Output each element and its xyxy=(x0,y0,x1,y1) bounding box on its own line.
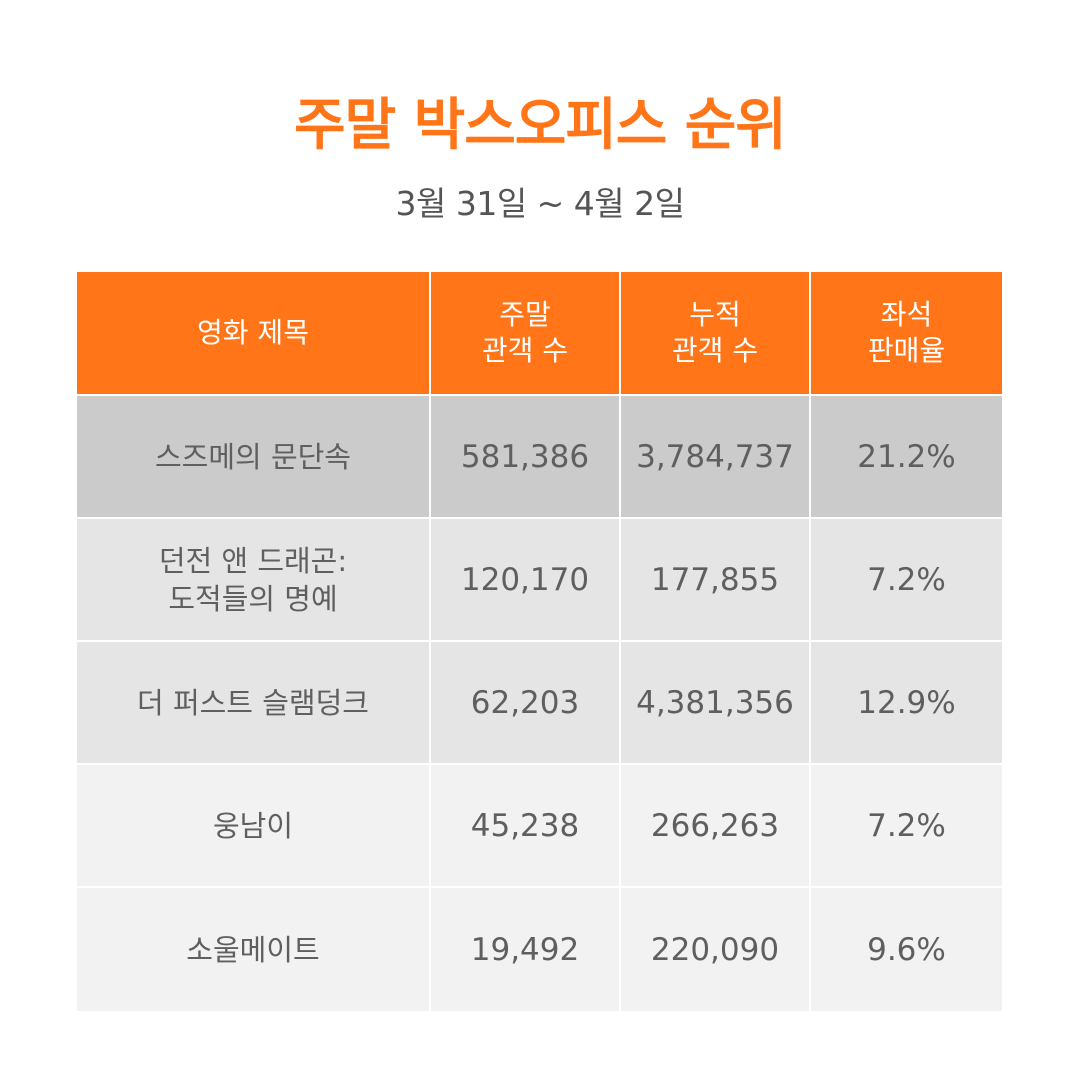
seat-sales-rate: 21.2% xyxy=(811,396,1002,519)
date-range: 3월 31일 ~ 4월 2일 xyxy=(395,184,685,223)
cumulative-audience: 3,784,737 xyxy=(621,396,811,519)
column-header-seat-sales-rate: 좌석 판매율 xyxy=(811,272,1002,396)
seat-sales-rate: 7.2% xyxy=(811,765,1002,888)
seat-sales-rate: 9.6% xyxy=(867,931,946,968)
table-row: 던전 앤 드래곤: 도적들의 명예 120,170 177,855 7.2% xyxy=(77,519,1002,642)
column-header-title: 영화 제목 xyxy=(77,272,431,396)
weekend-audience: 62,203 xyxy=(431,642,621,765)
column-header-cumulative-audience: 누적 관객 수 xyxy=(621,272,811,396)
weekend-audience: 45,238 xyxy=(431,765,621,888)
movie-title: 웅남이 xyxy=(77,765,431,888)
cumulative-audience: 177,855 xyxy=(621,519,811,642)
movie-title: 던전 앤 드래곤: 도적들의 명예 xyxy=(77,519,431,642)
column-header-weekend-audience: 주말 관객 수 xyxy=(431,272,621,396)
cumulative-audience: 220,090 xyxy=(621,888,811,1011)
table-row: 소울메이트 19,492 220,090 9.6% xyxy=(77,888,1002,1011)
cumulative-audience: 4,381,356 xyxy=(621,642,811,765)
seat-sales-rate: 12.9% xyxy=(811,642,1002,765)
page-title: 주말 박스오피스 순위 xyxy=(294,93,787,158)
movie-title: 더 퍼스트 슬램덩크 xyxy=(77,642,431,765)
weekend-audience: 581,386 xyxy=(431,396,621,519)
movie-title: 소울메이트 xyxy=(77,888,431,1011)
table-header-row: 영화 제목 주말 관객 수 누적 관객 수 좌석 판매율 xyxy=(77,272,1002,396)
table-row: 웅남이 45,238 266,263 7.2% xyxy=(77,765,1002,888)
weekend-audience: 120,170 xyxy=(431,519,621,642)
cumulative-audience: 266,263 xyxy=(621,765,811,888)
weekend-audience: 19,492 xyxy=(431,888,621,1011)
seat-sales-rate: 7.2% xyxy=(811,519,1002,642)
box-office-table: 영화 제목 주말 관객 수 누적 관객 수 좌석 판매율 스즈메의 문단속 58… xyxy=(77,272,1002,1011)
table-row: 더 퍼스트 슬램덩크 62,203 4,381,356 12.9% xyxy=(77,642,1002,765)
table-row: 스즈메의 문단속 581,386 3,784,737 21.2% xyxy=(77,396,1002,519)
movie-title: 스즈메의 문단속 xyxy=(77,396,431,519)
